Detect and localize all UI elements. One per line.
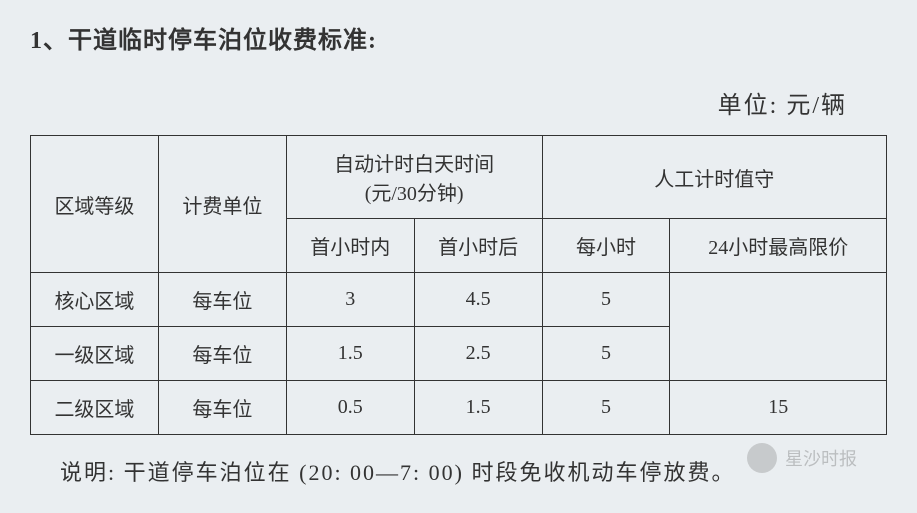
cell-region: 核心区域: [31, 273, 159, 327]
cell-region: 二级区域: [31, 381, 159, 435]
cell-first-in: 1.5: [286, 327, 414, 381]
header-first-hour-in: 首小时内: [286, 219, 414, 273]
header-max-24h: 24小时最高限价: [670, 219, 887, 273]
cell-max-24h: [670, 273, 887, 381]
watermark-text: 星沙时报: [785, 445, 857, 471]
cell-unit: 每车位: [158, 327, 286, 381]
fee-table: 区域等级 计费单位 自动计时白天时间 (元/30分钟) 人工计时值守 首小时内 …: [30, 135, 887, 435]
header-manual-timing: 人工计时值守: [542, 136, 886, 219]
cell-per-hour: 5: [542, 381, 670, 435]
header-per-hour: 每小时: [542, 219, 670, 273]
cell-per-hour: 5: [542, 273, 670, 327]
cell-first-after: 2.5: [414, 327, 542, 381]
header-auto-timing: 自动计时白天时间 (元/30分钟): [286, 136, 542, 219]
table-row: 二级区域 每车位 0.5 1.5 5 15: [31, 381, 887, 435]
cell-first-after: 1.5: [414, 381, 542, 435]
cell-per-hour: 5: [542, 327, 670, 381]
unit-label: 单位: 元/辆: [30, 85, 887, 120]
cell-first-in: 0.5: [286, 381, 414, 435]
document-title: 1、干道临时停车泊位收费标准:: [30, 20, 887, 55]
watermark-icon: [747, 443, 777, 473]
cell-unit: 每车位: [158, 381, 286, 435]
header-billing-unit: 计费单位: [158, 136, 286, 273]
cell-max-24h: 15: [670, 381, 887, 435]
cell-first-after: 4.5: [414, 273, 542, 327]
table-row: 核心区域 每车位 3 4.5 5: [31, 273, 887, 327]
header-first-hour-after: 首小时后: [414, 219, 542, 273]
watermark: 星沙时报: [747, 443, 857, 473]
cell-first-in: 3: [286, 273, 414, 327]
cell-unit: 每车位: [158, 273, 286, 327]
header-region: 区域等级: [31, 136, 159, 273]
cell-region: 一级区域: [31, 327, 159, 381]
